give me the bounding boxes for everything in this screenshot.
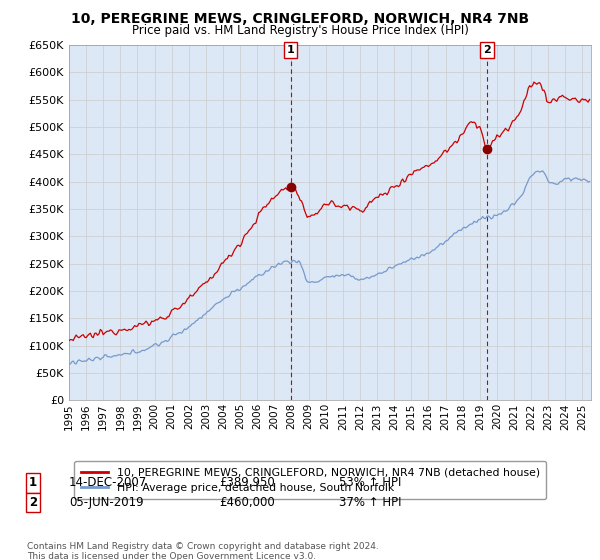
Text: 37% ↑ HPI: 37% ↑ HPI (339, 496, 401, 509)
Text: 1: 1 (287, 45, 295, 55)
Text: 14-DEC-2007: 14-DEC-2007 (69, 476, 147, 489)
Text: 10, PEREGRINE MEWS, CRINGLEFORD, NORWICH, NR4 7NB: 10, PEREGRINE MEWS, CRINGLEFORD, NORWICH… (71, 12, 529, 26)
Text: 2: 2 (483, 45, 491, 55)
Text: Price paid vs. HM Land Registry's House Price Index (HPI): Price paid vs. HM Land Registry's House … (131, 24, 469, 36)
Text: Contains HM Land Registry data © Crown copyright and database right 2024.
This d: Contains HM Land Registry data © Crown c… (27, 542, 379, 560)
Text: £389,950: £389,950 (219, 476, 275, 489)
Legend: 10, PEREGRINE MEWS, CRINGLEFORD, NORWICH, NR4 7NB (detached house), HPI: Average: 10, PEREGRINE MEWS, CRINGLEFORD, NORWICH… (74, 461, 546, 500)
Text: £460,000: £460,000 (219, 496, 275, 509)
Text: 05-JUN-2019: 05-JUN-2019 (69, 496, 143, 509)
Text: 2: 2 (29, 496, 37, 509)
Text: 53% ↑ HPI: 53% ↑ HPI (339, 476, 401, 489)
Text: 1: 1 (29, 476, 37, 489)
